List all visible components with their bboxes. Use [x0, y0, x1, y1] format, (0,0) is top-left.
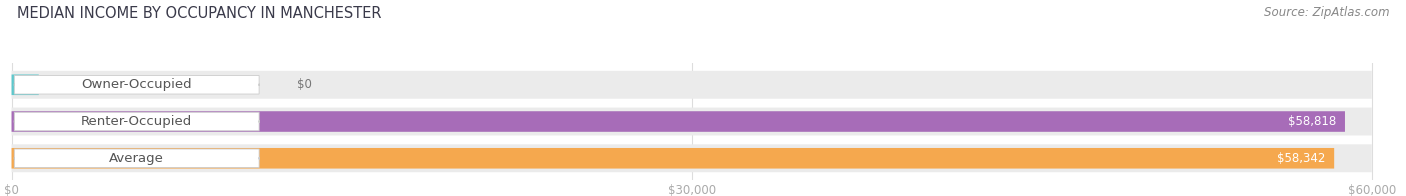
FancyBboxPatch shape	[11, 108, 1372, 135]
FancyBboxPatch shape	[14, 149, 259, 168]
FancyBboxPatch shape	[11, 111, 1346, 132]
FancyBboxPatch shape	[14, 75, 259, 94]
Text: $58,342: $58,342	[1277, 152, 1324, 165]
Text: MEDIAN INCOME BY OCCUPANCY IN MANCHESTER: MEDIAN INCOME BY OCCUPANCY IN MANCHESTER	[17, 6, 381, 21]
FancyBboxPatch shape	[11, 71, 1372, 99]
Text: Renter-Occupied: Renter-Occupied	[82, 115, 193, 128]
FancyBboxPatch shape	[11, 144, 1372, 172]
Text: $58,818: $58,818	[1288, 115, 1336, 128]
Text: $0: $0	[297, 78, 312, 91]
Text: Owner-Occupied: Owner-Occupied	[82, 78, 193, 91]
Text: Average: Average	[110, 152, 165, 165]
FancyBboxPatch shape	[11, 74, 39, 95]
FancyBboxPatch shape	[11, 148, 1334, 169]
FancyBboxPatch shape	[14, 112, 259, 131]
Text: Source: ZipAtlas.com: Source: ZipAtlas.com	[1264, 6, 1389, 19]
